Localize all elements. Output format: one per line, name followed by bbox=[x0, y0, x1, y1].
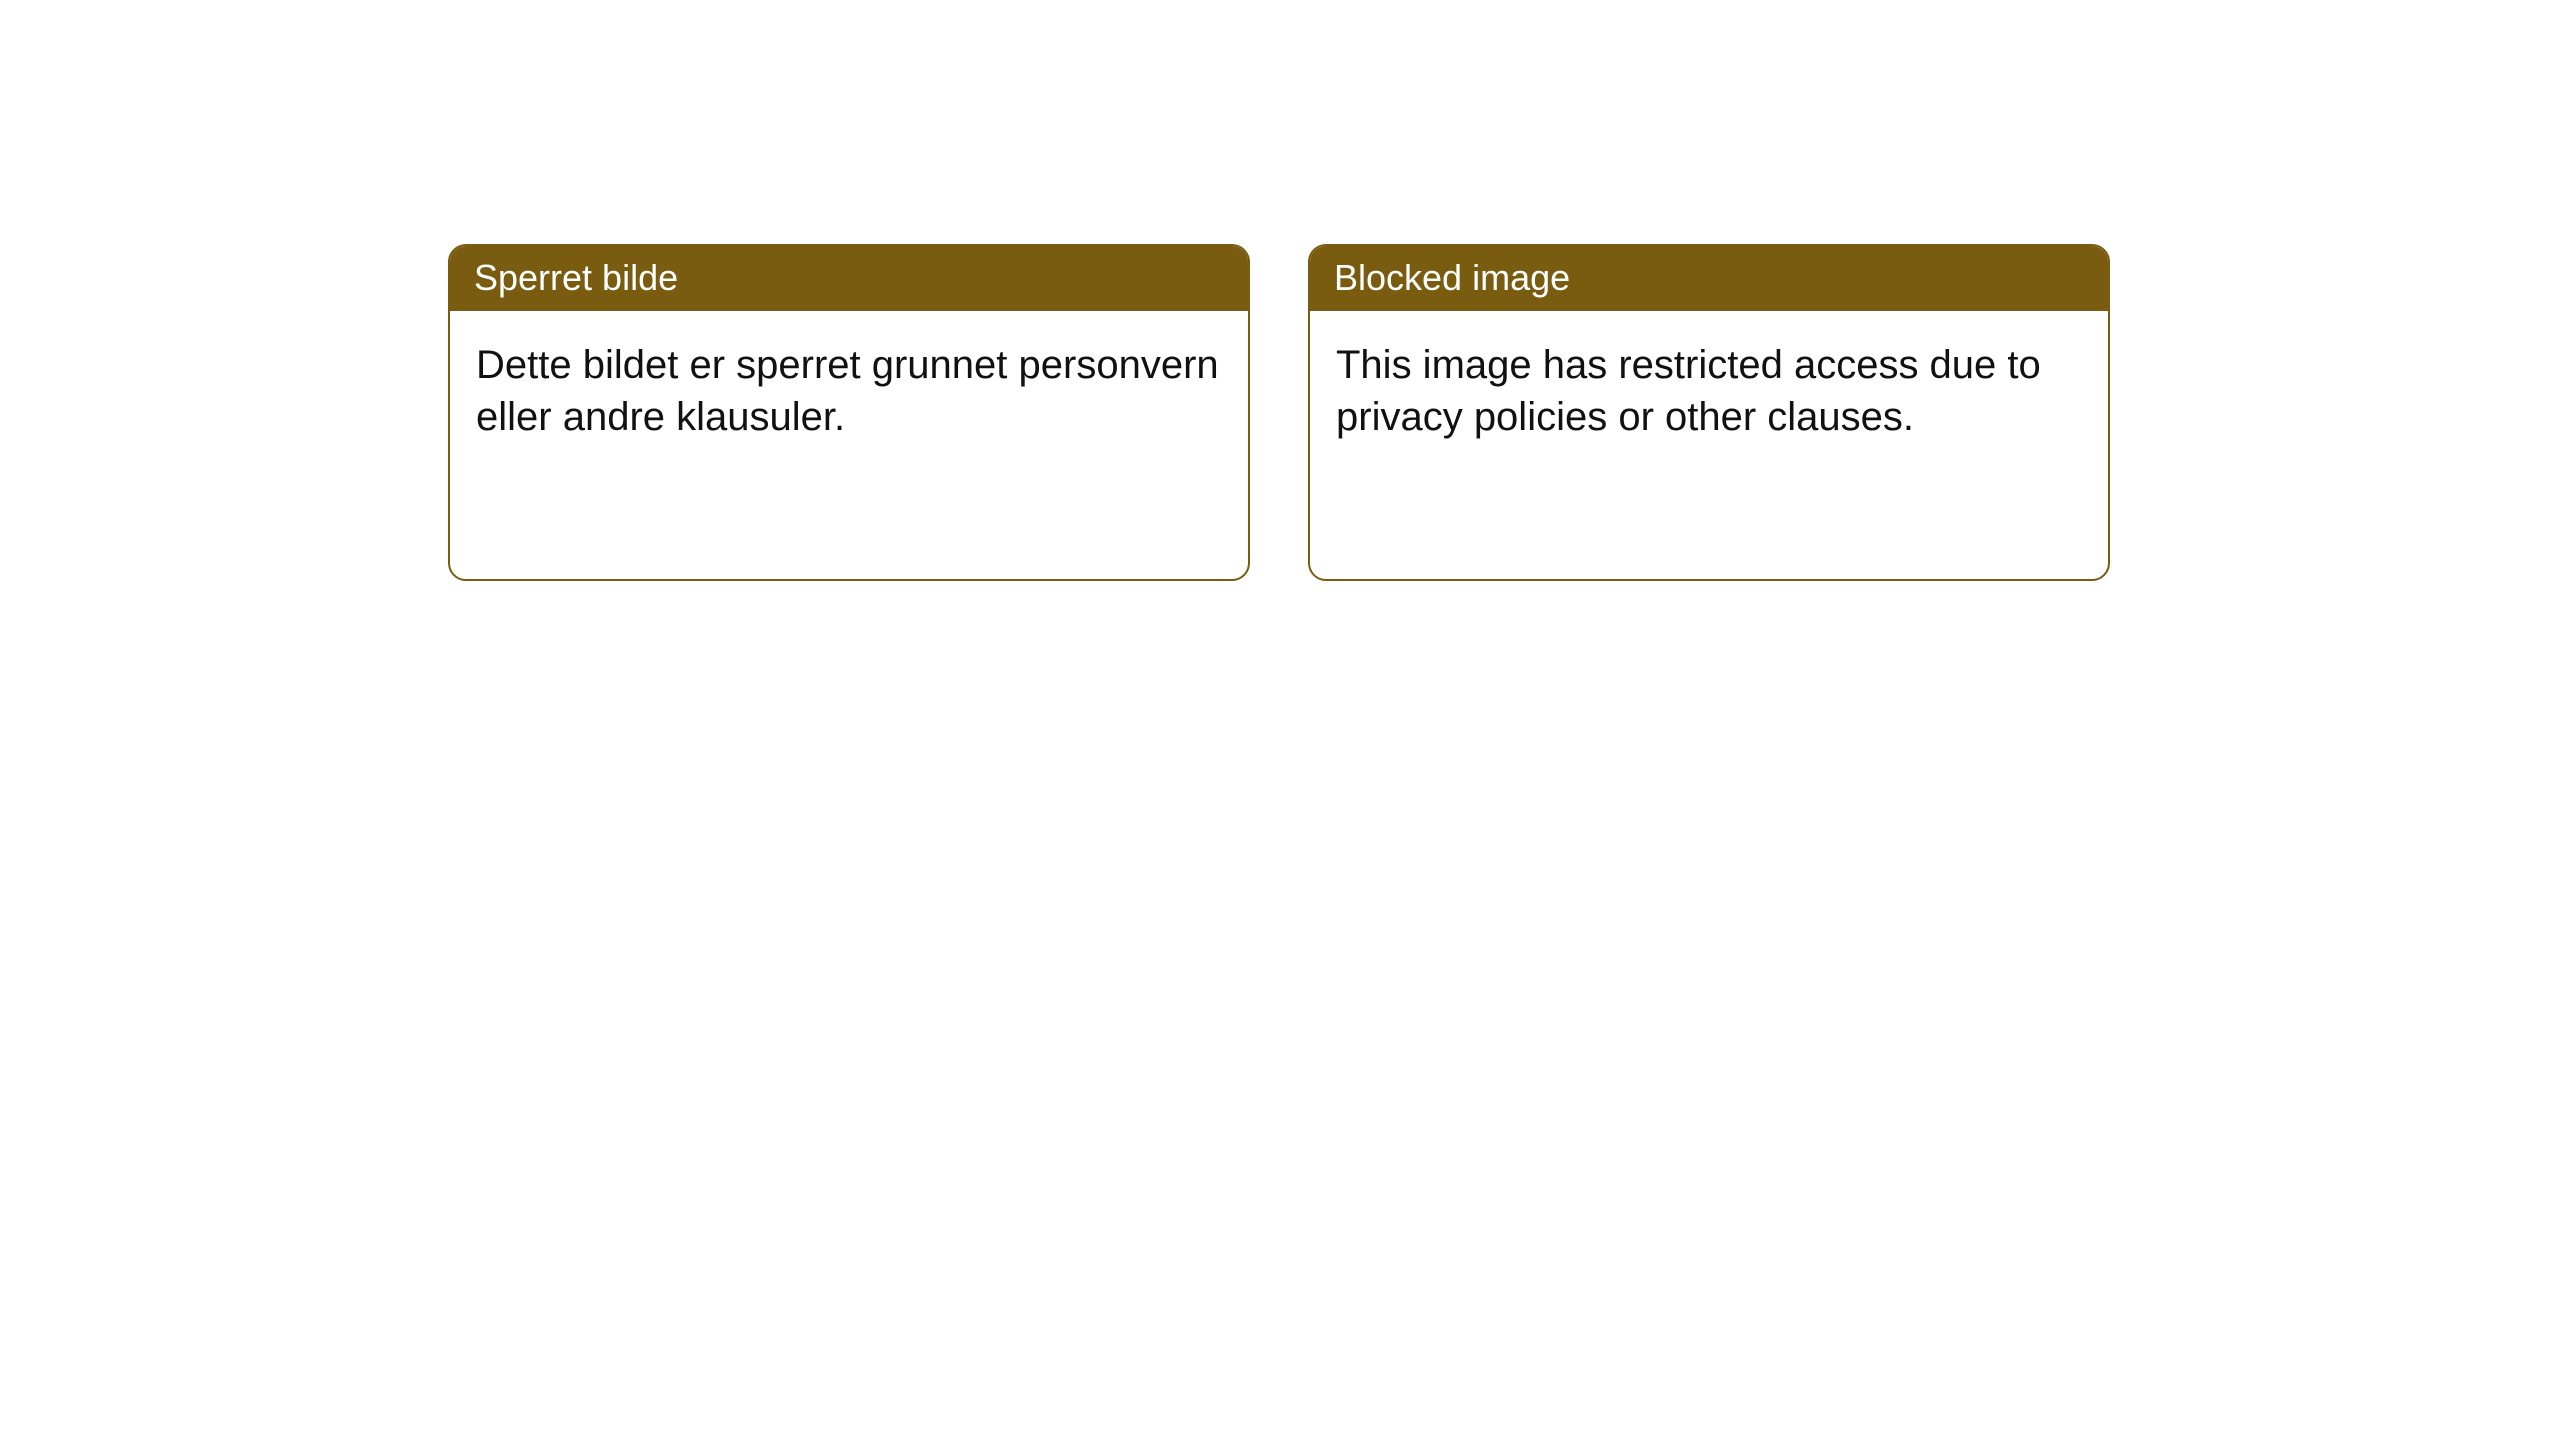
card-title-no: Sperret bilde bbox=[450, 246, 1248, 311]
card-body-no: Dette bildet er sperret grunnet personve… bbox=[450, 311, 1248, 463]
page-canvas: Sperret bilde Dette bildet er sperret gr… bbox=[0, 0, 2560, 1440]
card-body-en: This image has restricted access due to … bbox=[1310, 311, 2108, 463]
blocked-image-card-no: Sperret bilde Dette bildet er sperret gr… bbox=[448, 244, 1250, 581]
card-title-en: Blocked image bbox=[1310, 246, 2108, 311]
blocked-image-card-en: Blocked image This image has restricted … bbox=[1308, 244, 2110, 581]
